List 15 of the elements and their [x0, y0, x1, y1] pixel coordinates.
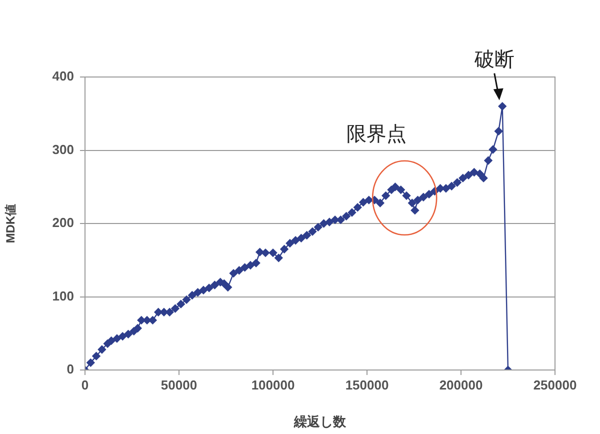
x-tick-label: 150000	[345, 377, 389, 392]
y-tick-label: 0	[66, 362, 74, 377]
y-tick-label: 100	[52, 288, 74, 304]
y-tick-label: 300	[52, 142, 74, 157]
y-tick-label: 200	[52, 215, 74, 230]
x-tick-label: 200000	[439, 377, 483, 392]
y-axis-title: MDK値	[4, 204, 18, 244]
x-tick-label: 50000	[160, 377, 198, 392]
annotation: 限界点	[346, 123, 407, 146]
y-tick-label: 400	[52, 68, 74, 84]
x-tick-label: 0	[81, 377, 89, 392]
x-tick-label: 100000	[251, 377, 295, 392]
x-tick-label: 250000	[533, 377, 577, 392]
x-axis-title: 繰返し数	[293, 414, 347, 429]
annotation: 破断	[473, 48, 514, 71]
